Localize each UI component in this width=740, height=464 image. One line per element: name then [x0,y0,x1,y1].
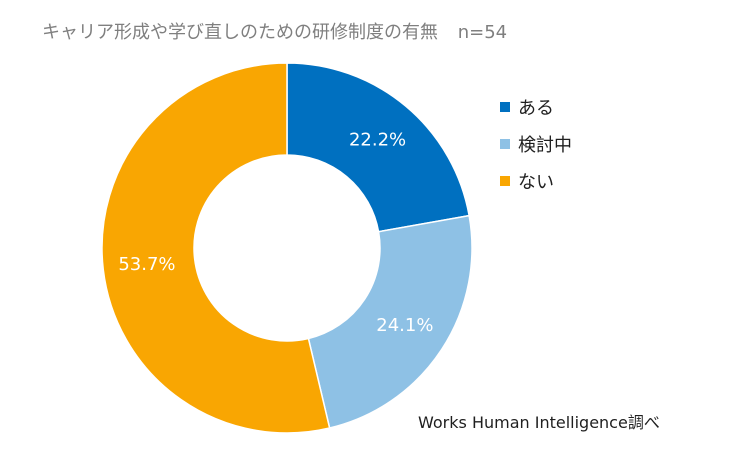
legend-label-aru: ある [518,97,554,119]
legend-swatch-nai [500,175,510,186]
chart-title: キャリア形成や学び直しのための研修制度の有無 n=54 [42,18,507,44]
slice-aru [286,62,471,233]
legend-swatch-kentouchu [500,138,510,149]
slice-label-kentouchu: 24.1% [376,315,433,336]
slice-label-aru: 22.2% [349,129,406,150]
legend: ある 検討中 ない [500,88,572,199]
legend-label-nai: ない [518,171,554,193]
legend-swatch-aru [500,101,510,112]
legend-item-nai: ない [500,162,572,199]
legend-item-aru: ある [500,88,572,125]
chart-title-text: キャリア形成や学び直しのための研修制度の有無 [42,22,438,43]
source-note: Works Human Intelligence調べ [418,413,660,432]
slice-kentouchu [307,214,473,429]
legend-item-kentouchu: 検討中 [500,125,572,162]
slice-nai [101,62,331,434]
legend-label-kentouchu: 検討中 [518,134,572,156]
slice-label-nai: 53.7% [118,254,175,275]
sample-size: n=54 [457,22,508,43]
